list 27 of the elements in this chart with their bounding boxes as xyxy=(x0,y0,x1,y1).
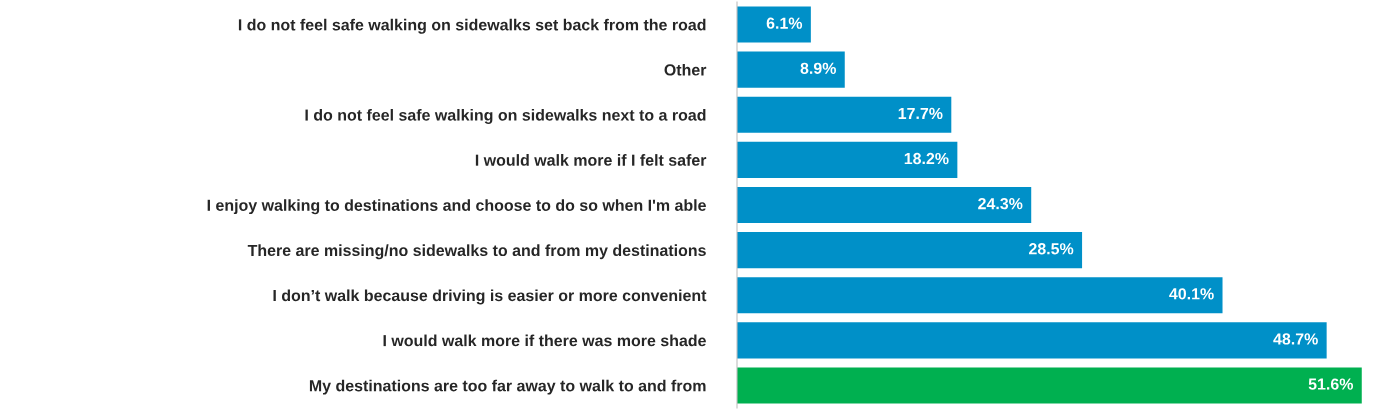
y-tick-label: I don’t walk because driving is easier or more convenient xyxy=(273,289,707,305)
data-label: 51.6% xyxy=(1308,378,1354,390)
bar xyxy=(737,232,1083,269)
y-tick-label: I enjoy walking to destinations and choose to do so when I'm able xyxy=(207,199,706,215)
data-label: 18.2% xyxy=(904,152,949,165)
bar xyxy=(737,277,1223,314)
bar xyxy=(737,51,845,88)
bar xyxy=(737,367,1362,404)
y-tick-label: I do not feel safe walking on sidewalks set back from the road xyxy=(238,18,706,34)
data-label: 8.9% xyxy=(800,62,837,74)
y-tick-label: My destinations are too far away to walk to and from xyxy=(309,379,706,395)
data-label: 48.7% xyxy=(1273,333,1318,345)
data-label: 24.3% xyxy=(978,197,1023,210)
data-label: 17.7% xyxy=(898,107,943,120)
bar xyxy=(737,141,958,178)
y-tick-label: There are missing/no sidewalks to and from my destinations xyxy=(247,244,706,260)
y-tick-label: I do not feel safe walking on sidewalks next to a road xyxy=(305,108,706,124)
y-tick-label: I would walk more if I felt safer xyxy=(475,154,707,166)
data-label: 28.5% xyxy=(1029,243,1074,255)
bar xyxy=(737,96,952,133)
data-label: 40.1% xyxy=(1169,288,1214,300)
bar xyxy=(737,6,811,43)
bar xyxy=(737,186,1032,224)
bar xyxy=(737,322,1327,359)
y-tick-label: Other xyxy=(664,63,707,76)
data-label: 6.1% xyxy=(766,17,803,29)
y-tick-label: I would walk more if there was more shade xyxy=(383,334,706,347)
